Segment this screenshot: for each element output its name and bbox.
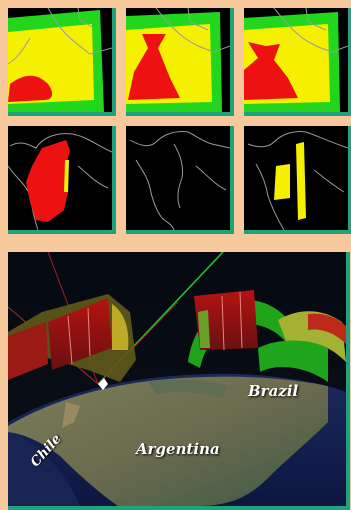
globe-view-panel: Brazil Argentina Chile xyxy=(8,252,350,510)
sensor-marker xyxy=(98,378,108,390)
swath-map-3 xyxy=(244,8,348,112)
label-brazil: Brazil xyxy=(248,382,299,400)
yellow-area-1 xyxy=(274,164,290,200)
red-area xyxy=(128,34,180,100)
map-panel-4 xyxy=(8,126,116,234)
swath-map-2 xyxy=(126,8,230,112)
swath-map-1 xyxy=(8,8,112,112)
red-area xyxy=(26,140,70,222)
map-panel-5 xyxy=(126,126,234,234)
yellow-area xyxy=(64,160,69,192)
yellow-area-2 xyxy=(296,142,306,220)
swath-map-4 xyxy=(8,133,112,230)
coastline-map xyxy=(129,131,230,230)
globe-view-scene xyxy=(8,252,346,506)
red-area xyxy=(244,42,298,100)
label-argentina: Argentina xyxy=(136,440,220,458)
map-panel-1 xyxy=(8,8,116,116)
red-area xyxy=(8,75,53,102)
swath-map-6 xyxy=(247,131,348,230)
map-panel-3 xyxy=(244,8,351,116)
map-panel-6 xyxy=(244,126,351,234)
curtain-red-left xyxy=(48,298,112,370)
continent-land xyxy=(8,376,328,506)
map-panel-2 xyxy=(126,8,234,116)
